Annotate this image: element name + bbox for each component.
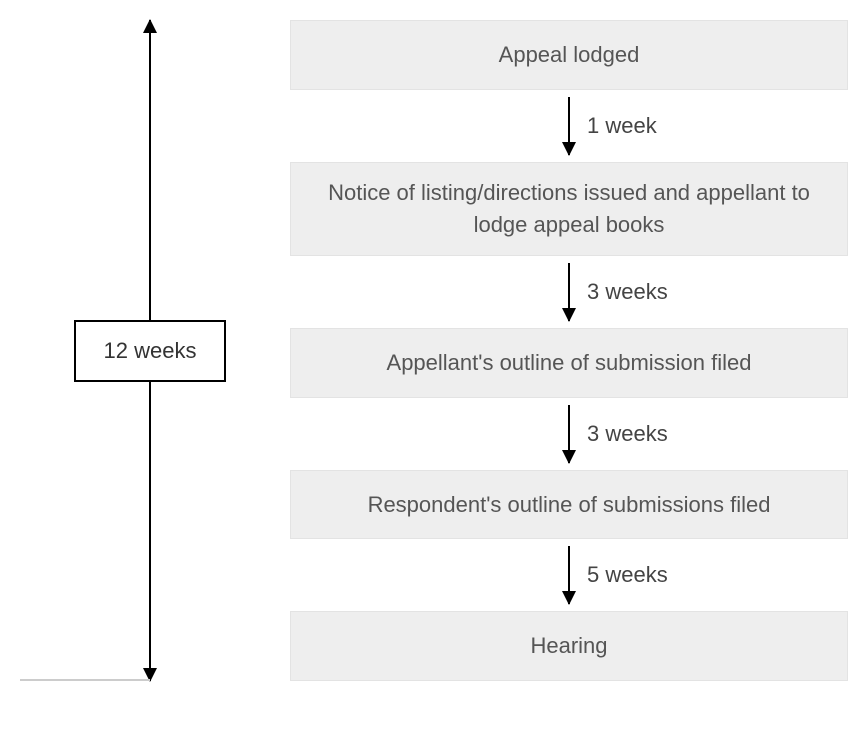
arrowhead-up-icon <box>143 19 157 33</box>
step-label: Appellant's outline of submission filed <box>387 350 752 375</box>
total-duration-label: 12 weeks <box>104 338 197 363</box>
connector-2: 3 weeks <box>290 256 848 328</box>
step-hearing: Hearing <box>290 611 848 681</box>
total-duration-timeline: 12 weeks <box>20 20 280 681</box>
connector-3: 3 weeks <box>290 398 848 470</box>
step-notice-of-listing: Notice of listing/directions issued and … <box>290 162 848 256</box>
connector-label: 3 weeks <box>587 279 668 305</box>
timeline-base-rule <box>20 679 150 681</box>
arrow-down-icon <box>568 546 570 604</box>
connector-label: 5 weeks <box>587 562 668 588</box>
step-label: Respondent's outline of submissions file… <box>368 492 771 517</box>
connector-label: 1 week <box>587 113 657 139</box>
step-label: Appeal lodged <box>499 42 640 67</box>
arrow-down-icon <box>568 263 570 321</box>
step-label: Notice of listing/directions issued and … <box>328 180 810 237</box>
step-label: Hearing <box>530 633 607 658</box>
process-flow: Appeal lodged 1 week Notice of listing/d… <box>280 20 848 681</box>
step-appeal-lodged: Appeal lodged <box>290 20 848 90</box>
connector-label: 3 weeks <box>587 421 668 447</box>
connector-4: 5 weeks <box>290 539 848 611</box>
step-appellant-outline: Appellant's outline of submission filed <box>290 328 848 398</box>
total-duration-badge: 12 weeks <box>74 320 227 382</box>
arrow-down-icon <box>568 405 570 463</box>
connector-1: 1 week <box>290 90 848 162</box>
step-respondent-outline: Respondent's outline of submissions file… <box>290 470 848 540</box>
arrow-down-icon <box>568 97 570 155</box>
appeal-timeline-diagram: 12 weeks Appeal lodged 1 week Notice of … <box>20 20 848 681</box>
